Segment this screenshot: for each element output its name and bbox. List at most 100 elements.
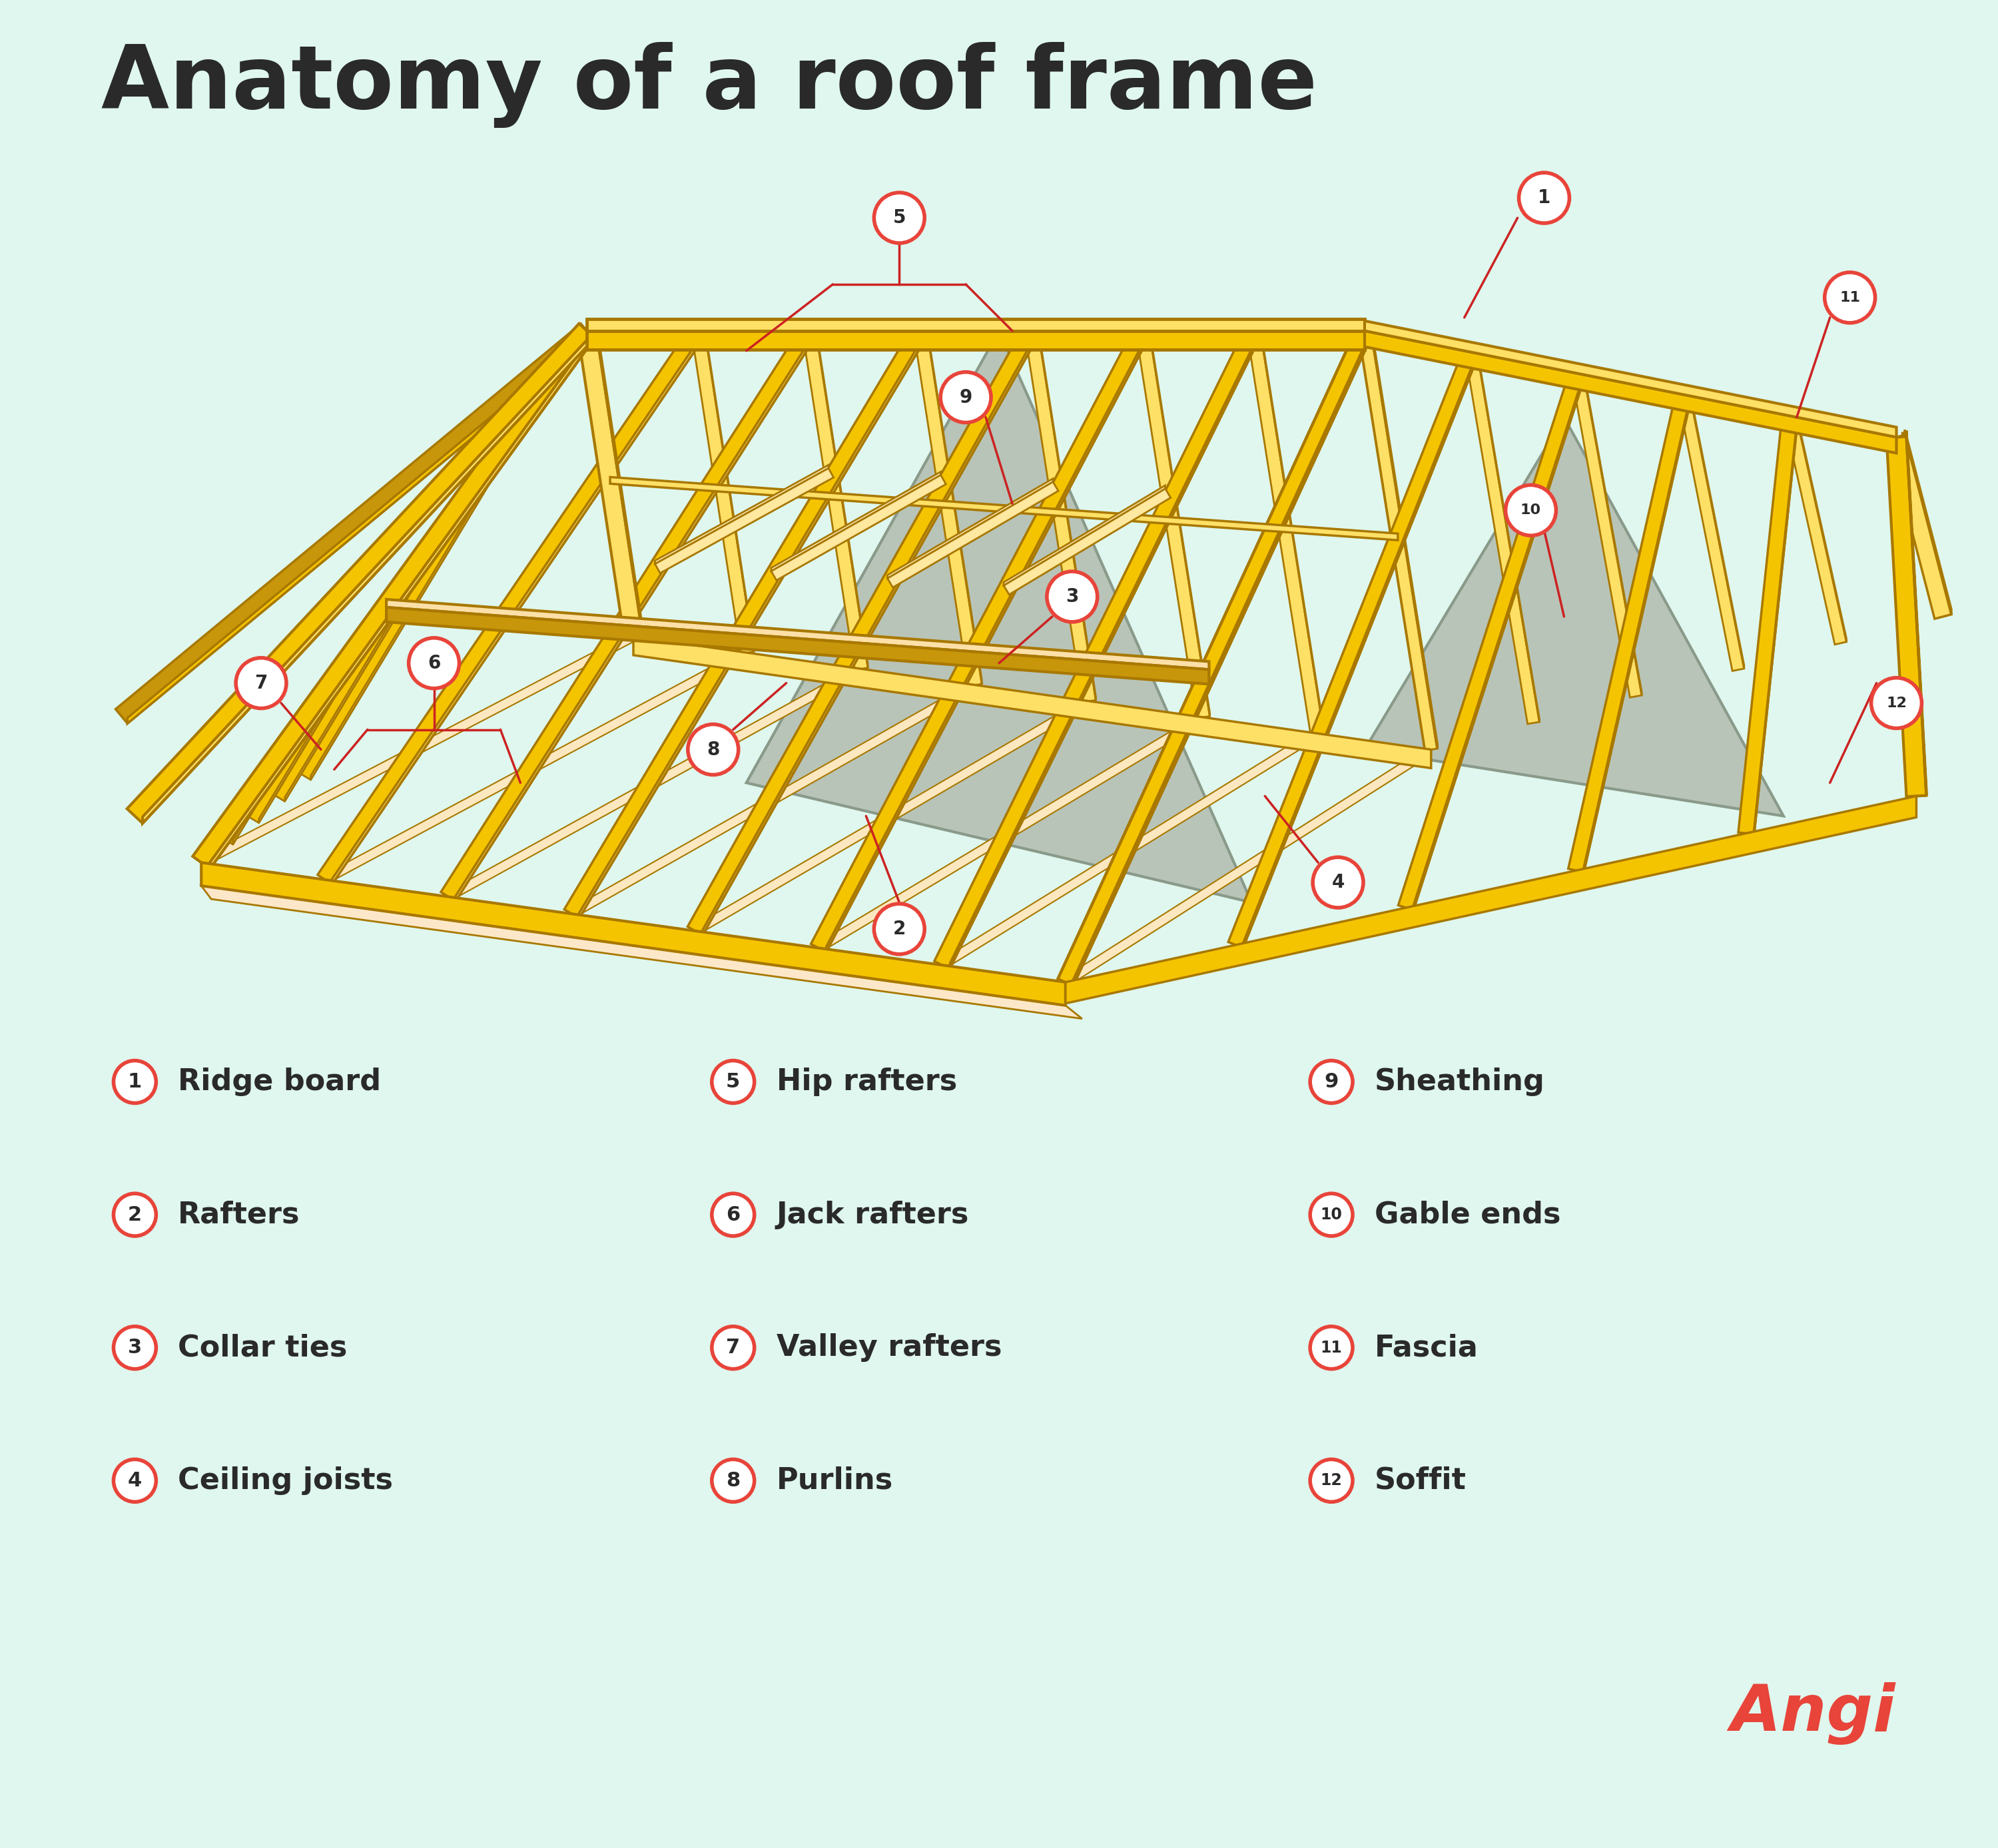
- Polygon shape: [1149, 325, 1209, 717]
- Polygon shape: [1065, 796, 1916, 1003]
- Polygon shape: [1906, 431, 1926, 795]
- Polygon shape: [1784, 414, 1846, 645]
- Polygon shape: [1886, 436, 1926, 796]
- Polygon shape: [655, 466, 829, 564]
- Polygon shape: [260, 649, 362, 822]
- Polygon shape: [771, 471, 941, 571]
- Text: 3: 3: [128, 1338, 142, 1356]
- Polygon shape: [116, 323, 593, 723]
- Circle shape: [1311, 1061, 1353, 1103]
- Polygon shape: [827, 329, 1151, 952]
- Text: 6: 6: [428, 654, 440, 673]
- Polygon shape: [142, 331, 595, 822]
- Polygon shape: [1359, 329, 1439, 750]
- Polygon shape: [1796, 410, 1846, 641]
- Polygon shape: [208, 331, 593, 867]
- Polygon shape: [587, 320, 1365, 331]
- Polygon shape: [128, 323, 595, 822]
- Text: 5: 5: [725, 1072, 739, 1092]
- Circle shape: [941, 371, 991, 423]
- Polygon shape: [274, 540, 438, 802]
- Circle shape: [114, 1460, 156, 1502]
- Polygon shape: [1371, 327, 1437, 748]
- Circle shape: [873, 904, 925, 954]
- Text: 3: 3: [1065, 588, 1079, 606]
- Polygon shape: [1413, 371, 1584, 911]
- Circle shape: [114, 1061, 156, 1103]
- Polygon shape: [310, 436, 515, 780]
- Polygon shape: [887, 482, 1059, 588]
- Circle shape: [873, 192, 925, 244]
- Polygon shape: [803, 329, 867, 669]
- Polygon shape: [693, 697, 1091, 935]
- Polygon shape: [655, 468, 833, 573]
- Text: Gable ends: Gable ends: [1375, 1201, 1560, 1229]
- Text: 5: 5: [893, 209, 905, 227]
- Polygon shape: [386, 608, 1209, 684]
- Text: 2: 2: [893, 920, 905, 939]
- Text: Fascia: Fascia: [1375, 1334, 1479, 1362]
- Polygon shape: [1738, 416, 1798, 833]
- Text: Soffit: Soffit: [1375, 1465, 1467, 1495]
- Circle shape: [1824, 272, 1876, 323]
- Text: 10: 10: [1321, 1207, 1343, 1223]
- Polygon shape: [563, 327, 927, 918]
- Polygon shape: [703, 331, 1039, 935]
- Polygon shape: [1678, 394, 1744, 671]
- Polygon shape: [1477, 347, 1538, 723]
- Polygon shape: [1465, 351, 1538, 724]
- Text: Hip rafters: Hip rafters: [777, 1068, 957, 1096]
- Polygon shape: [202, 885, 1083, 1018]
- Polygon shape: [1888, 434, 1952, 619]
- Polygon shape: [446, 665, 863, 900]
- Polygon shape: [1584, 392, 1692, 872]
- Polygon shape: [128, 333, 593, 723]
- Circle shape: [114, 1194, 156, 1236]
- Text: Purlins: Purlins: [777, 1465, 893, 1495]
- Polygon shape: [1025, 329, 1095, 702]
- Polygon shape: [222, 752, 284, 845]
- Circle shape: [1313, 857, 1363, 907]
- Text: 10: 10: [1520, 505, 1540, 517]
- Polygon shape: [1890, 436, 1948, 617]
- Polygon shape: [1229, 349, 1479, 948]
- Polygon shape: [442, 327, 817, 902]
- Polygon shape: [927, 325, 981, 684]
- Text: 11: 11: [1840, 290, 1860, 305]
- Circle shape: [687, 724, 739, 774]
- Text: Jack rafters: Jack rafters: [777, 1201, 969, 1229]
- Text: Collar ties: Collar ties: [178, 1334, 348, 1362]
- Polygon shape: [1359, 331, 1437, 750]
- Text: 7: 7: [254, 675, 268, 693]
- Polygon shape: [1888, 436, 1924, 796]
- Polygon shape: [1243, 351, 1479, 948]
- Circle shape: [711, 1327, 755, 1369]
- Polygon shape: [1037, 325, 1095, 700]
- Polygon shape: [1261, 325, 1325, 732]
- Text: Valley rafters: Valley rafters: [777, 1334, 1001, 1362]
- Polygon shape: [1902, 432, 1948, 615]
- Polygon shape: [1059, 327, 1373, 985]
- Polygon shape: [939, 730, 1319, 968]
- Polygon shape: [913, 329, 981, 686]
- Text: 8: 8: [707, 741, 719, 760]
- Polygon shape: [1057, 327, 1373, 985]
- Polygon shape: [1582, 370, 1642, 695]
- Polygon shape: [577, 329, 643, 638]
- Polygon shape: [386, 599, 1209, 669]
- Polygon shape: [609, 477, 1399, 540]
- Circle shape: [1872, 678, 1922, 728]
- Polygon shape: [1365, 418, 1784, 817]
- Text: 1: 1: [1538, 188, 1550, 207]
- Polygon shape: [456, 331, 817, 902]
- Polygon shape: [579, 329, 639, 638]
- Text: Rafters: Rafters: [178, 1201, 300, 1229]
- Polygon shape: [234, 756, 284, 845]
- Text: Sheathing: Sheathing: [1375, 1068, 1544, 1096]
- Polygon shape: [300, 434, 515, 780]
- Polygon shape: [332, 331, 705, 885]
- Text: 12: 12: [1886, 697, 1906, 710]
- Polygon shape: [1135, 329, 1209, 719]
- Polygon shape: [705, 325, 753, 652]
- Polygon shape: [1754, 412, 1798, 833]
